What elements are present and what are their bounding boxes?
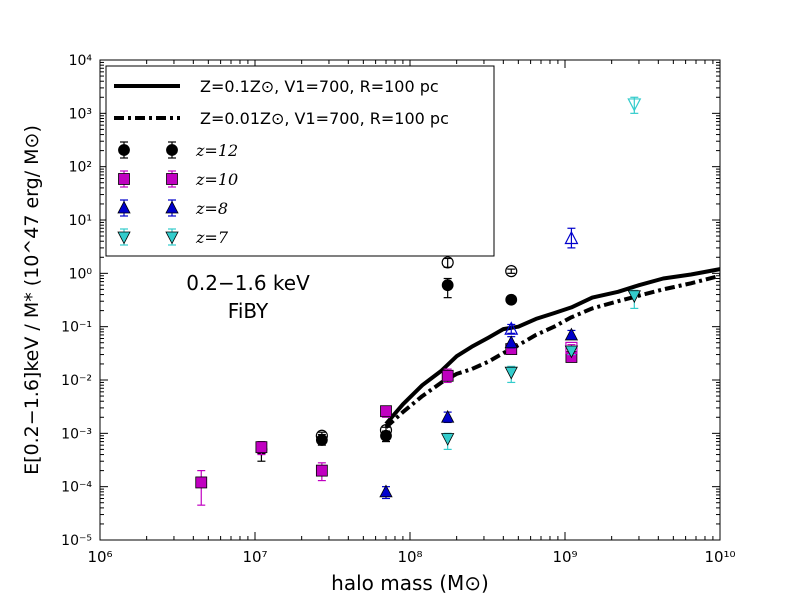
point-s3-p2 [564,345,579,359]
x-tick-label-0: 10⁶ [87,548,112,566]
legend-marker-3-1 [165,231,179,245]
x-tick-label-1: 10⁷ [242,548,267,566]
legend-box [105,65,495,257]
legend-marker-0-1 [166,144,178,156]
point-s0-p8 [505,265,518,278]
point-s2-p2 [504,335,518,349]
data-lines [384,267,721,429]
point-s2-p4 [564,327,579,341]
point-s1-p2 [315,464,328,477]
legend-marker-2-1 [165,200,179,214]
annotation-line2: FiBY [228,299,269,323]
point-s2-p5 [564,230,579,245]
x-axis-label: halo mass (M⊙) [331,571,489,595]
point-s0-p6 [441,256,454,269]
legend-marker-entries: z=12 z=10 z=8 z=7 [117,141,238,247]
line-series-1 [384,273,721,429]
y-tick-label-3: 10⁻² [61,373,92,389]
legend-marker-2-0 [117,200,131,214]
point-s1-p0 [195,476,208,489]
x-axis: 10⁶ 10⁷ 10⁸ 10⁹ 10¹⁰ [87,60,736,566]
legend-marker-1-1 [166,173,178,185]
y-tick-label-0: 10⁻⁵ [61,533,92,549]
annotation-line1: 0.2−1.6 keV [186,271,310,295]
legend-marker-3-0 [117,231,131,245]
legend-marker-1-0 [118,173,130,185]
legend-label-1: z=10 [195,170,238,189]
point-s0-p7 [505,293,518,306]
y-tick-label-4: 10⁻¹ [61,320,92,336]
point-s3-p4 [627,98,642,112]
y-tick-label-9: 10⁴ [69,53,93,69]
legend: Z=0.1Z⊙, V1=700, R=100 pc Z=0.01Z⊙, V1=7… [105,65,495,257]
x-tick-label-2: 10⁸ [397,548,422,566]
legend-label-3: z=7 [195,228,229,247]
point-s1-p4 [441,369,454,382]
point-s3-p0 [441,433,455,446]
point-s3-p1 [504,366,518,380]
x-tick-label-4: 10¹⁰ [704,548,735,566]
point-s2-p1 [441,409,455,423]
y-tick-label-6: 10¹ [69,213,92,229]
point-s0-p4 [315,429,328,442]
y-tick-label-5: 10⁰ [69,266,93,282]
y-tick-label-7: 10² [69,160,92,176]
y-axis-label: E[0.2−1.6]keV / M* (10^47 erg/ M⊙) [21,125,43,475]
legend-label-solid: Z=0.1Z⊙, V1=700, R=100 pc [200,77,439,96]
point-s1-p3 [380,405,392,418]
y-tick-label-8: 10³ [69,106,92,122]
legend-label-2: z=8 [195,199,228,218]
point-s3-p3 [627,290,641,304]
data-points [195,96,642,506]
point-s2-p3 [504,321,519,335]
y-axis: 10⁻⁵ 10⁻⁴ 10⁻³ 10⁻² 10⁻¹ 10⁰ 10¹ 10² 10³ 10⁴ [61,53,720,549]
legend-marker-0-0 [118,144,130,156]
point-s1-p1 [255,441,268,454]
point-s0-p5 [441,279,454,292]
y-tick-label-2: 10⁻³ [61,426,92,442]
line-series-0 [384,267,721,426]
point-s2-p0 [379,484,393,498]
legend-label-dashdot: Z=0.01Z⊙, V1=700, R=100 pc [200,109,449,128]
x-tick-label-3: 10⁹ [552,548,577,566]
y-tick-label-1: 10⁻⁴ [61,480,92,496]
point-s0-p3 [379,423,393,437]
legend-label-0: z=12 [195,141,238,160]
